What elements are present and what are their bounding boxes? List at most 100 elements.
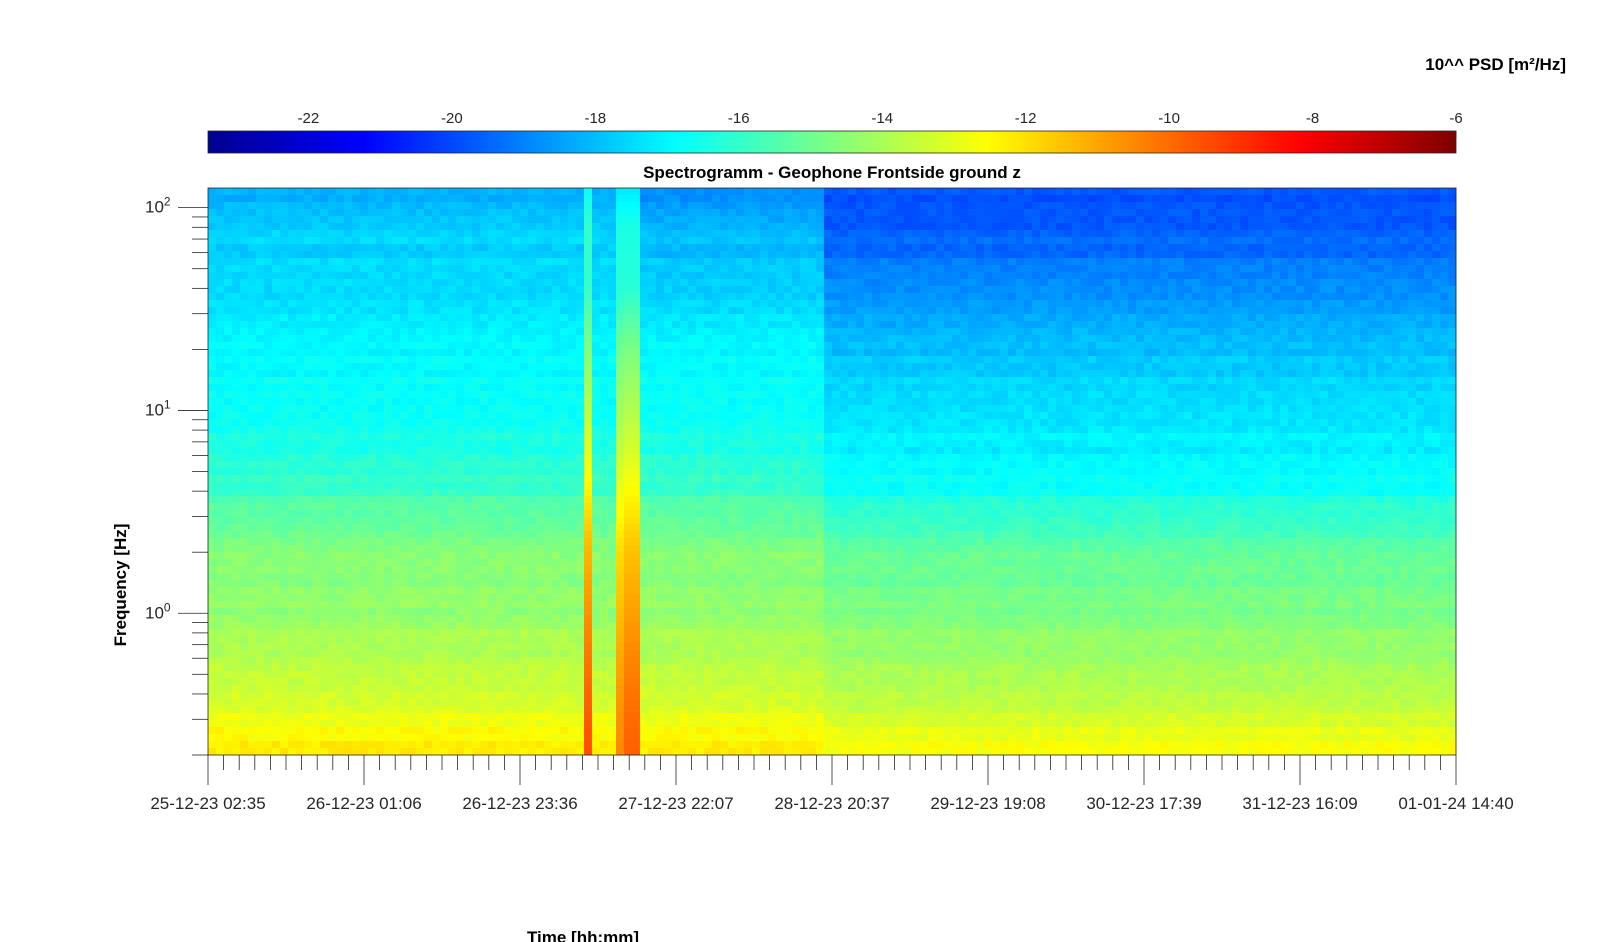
heatmap-cell (1424, 216, 1433, 224)
heatmap-cell (480, 314, 489, 322)
heatmap-cell (568, 370, 577, 378)
heatmap-cell (1424, 188, 1433, 196)
heatmap-cell (944, 244, 953, 252)
heatmap-cell (920, 398, 929, 406)
heatmap-cell (1352, 356, 1361, 364)
heatmap-cell (1440, 342, 1449, 350)
heatmap-cell (416, 286, 425, 294)
heatmap-cell (1096, 342, 1105, 350)
heatmap-cell (856, 223, 865, 231)
heatmap-cell (1128, 391, 1137, 399)
heatmap-cell (872, 223, 881, 231)
heatmap-cell (208, 202, 217, 210)
heatmap-cell (1152, 195, 1161, 203)
heatmap-cell (464, 251, 473, 259)
heatmap-cell (944, 258, 953, 266)
heatmap-cell (1280, 230, 1289, 238)
heatmap-cell (440, 202, 449, 210)
heatmap-cell (1344, 195, 1353, 203)
heatmap-cell (488, 258, 497, 266)
heatmap-cell (1240, 370, 1249, 378)
heatmap-cell (952, 363, 961, 371)
heatmap-cell (1448, 321, 1457, 329)
heatmap-cell (856, 405, 865, 413)
heatmap-cell (920, 279, 929, 287)
heatmap-cell (576, 349, 585, 357)
heatmap-cell (1272, 300, 1281, 308)
heatmap-cell (752, 265, 761, 273)
heatmap-cell (456, 258, 465, 266)
heatmap-cell (824, 335, 833, 343)
heatmap-cell (968, 216, 977, 224)
heatmap-cell (336, 237, 345, 245)
heatmap-cell (240, 202, 249, 210)
heatmap-cell (280, 300, 289, 308)
heatmap-cell (1128, 370, 1137, 378)
heatmap-cell (704, 230, 713, 238)
heatmap-cell (1160, 370, 1169, 378)
heatmap-cell (856, 335, 865, 343)
heatmap-cell (1168, 370, 1177, 378)
heatmap-cell (1024, 328, 1033, 336)
heatmap-cell (664, 321, 673, 329)
heatmap-cell (1408, 188, 1417, 196)
heatmap-cell (712, 265, 721, 273)
heatmap-cell (984, 188, 993, 196)
heatmap-cell (344, 244, 353, 252)
heatmap-cell (1000, 286, 1009, 294)
heatmap-cell (1416, 251, 1425, 259)
heatmap-cell (464, 230, 473, 238)
heatmap-cell (248, 188, 257, 196)
heatmap-cell (680, 335, 689, 343)
heatmap-cell (1368, 258, 1377, 266)
heatmap-cell (1328, 384, 1337, 392)
heatmap-cell (1048, 314, 1057, 322)
heatmap-cell (760, 405, 769, 413)
heatmap-cell (1424, 195, 1433, 203)
heatmap-cell (1272, 328, 1281, 336)
heatmap-cell (1176, 251, 1185, 259)
heatmap-cell (400, 265, 409, 273)
heatmap-cell (1088, 286, 1097, 294)
heatmap-cell (1312, 279, 1321, 287)
heatmap-cell (464, 321, 473, 329)
heatmap-cell (1160, 321, 1169, 329)
heatmap-cell (432, 384, 441, 392)
heatmap-cell (1400, 188, 1409, 196)
heatmap-cell (432, 202, 441, 210)
heatmap-cell (632, 307, 641, 315)
heatmap-cell (816, 335, 825, 343)
heatmap-cell (688, 286, 697, 294)
heatmap-cell (1248, 216, 1257, 224)
heatmap-cell (408, 300, 417, 308)
heatmap-cell (448, 356, 457, 364)
heatmap-cell (1296, 405, 1305, 413)
heatmap-cell (936, 356, 945, 364)
heatmap-cell (616, 279, 625, 287)
heatmap-cell (584, 356, 593, 364)
heatmap-cell (920, 363, 929, 371)
heatmap-cell (688, 300, 697, 308)
heatmap-cell (1144, 384, 1153, 392)
heatmap-cell (336, 195, 345, 203)
heatmap-cell (624, 237, 633, 245)
heatmap-cell (1336, 349, 1345, 357)
heatmap-cell (384, 188, 393, 196)
heatmap-cell (288, 300, 297, 308)
heatmap-cell (512, 356, 521, 364)
heatmap-cell (1320, 279, 1329, 287)
heatmap-cell (680, 272, 689, 280)
heatmap-cell (1280, 342, 1289, 350)
heatmap-cell (512, 384, 521, 392)
heatmap-cell (640, 265, 649, 273)
heatmap-cell (728, 377, 737, 385)
heatmap-cell (760, 265, 769, 273)
heatmap-cell (560, 237, 569, 245)
heatmap-cell (872, 356, 881, 364)
heatmap-cell (424, 356, 433, 364)
heatmap-cell (456, 391, 465, 399)
heatmap-cell (1440, 349, 1449, 357)
heatmap-cell (320, 293, 329, 301)
heatmap-cell (1416, 272, 1425, 280)
heatmap-cell (1000, 195, 1009, 203)
